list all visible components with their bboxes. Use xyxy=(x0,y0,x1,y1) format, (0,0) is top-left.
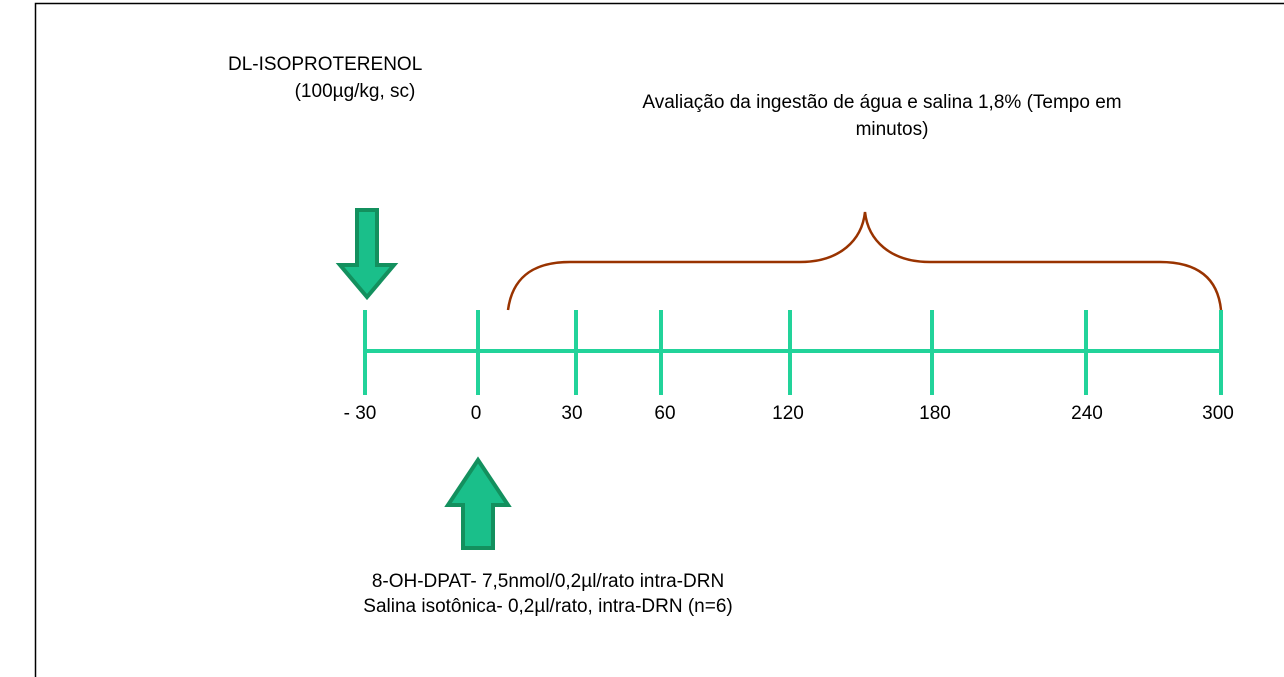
tick-label: 120 xyxy=(772,403,804,424)
tick-label: 240 xyxy=(1071,403,1103,424)
up-arrow xyxy=(444,456,512,550)
drug-label: DL-ISOPROTERENOL xyxy=(228,54,422,75)
tick-label: 180 xyxy=(919,403,951,424)
period-label: Avaliação da ingestão de água e salina 1… xyxy=(642,92,1121,113)
tick-label: 60 xyxy=(654,403,675,424)
ticks: - 30 0 30 60 120 180 240 300 xyxy=(344,310,1234,424)
down-arrow xyxy=(335,208,399,301)
tick-label: 300 xyxy=(1202,403,1234,424)
frame xyxy=(34,2,1284,677)
tick-label: - 30 xyxy=(344,403,377,424)
tick-label: 0 xyxy=(471,403,482,424)
treatment-label: 8-OH-DPAT- 7,5nmol/0,2µl/rato intra-DRN xyxy=(372,571,724,592)
tick-label: 30 xyxy=(561,403,582,424)
drug-dose: (100µg/kg, sc) xyxy=(295,81,416,102)
brace xyxy=(506,211,1223,311)
period-label: minutos) xyxy=(856,119,929,140)
treatment-label: Salina isotônica- 0,2µl/rato, intra-DRN … xyxy=(363,596,732,617)
